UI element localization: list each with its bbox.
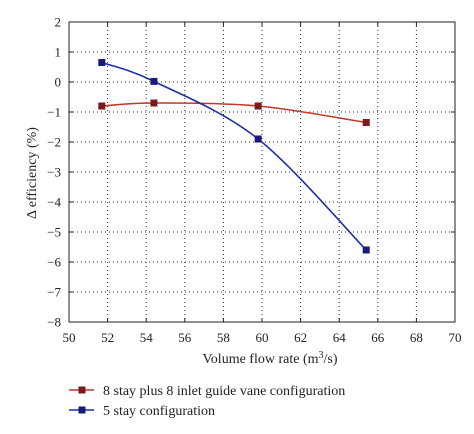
y-tick-label: −1 xyxy=(47,105,61,120)
data-point-series-0 xyxy=(362,119,370,126)
legend-item-5-stay: 5 stay configuration xyxy=(69,404,215,419)
legend-marker-5-stay xyxy=(78,406,86,414)
y-tick-label: 2 xyxy=(55,15,62,30)
x-tick-label: 60 xyxy=(256,330,269,345)
data-point-series-1 xyxy=(98,59,106,66)
legend-marker-8-stay xyxy=(78,386,86,394)
data-point-series-1 xyxy=(254,135,262,143)
y-tick-label: −4 xyxy=(47,195,61,210)
x-axis-label-suffix: /s) xyxy=(324,352,338,367)
series-line-1 xyxy=(101,61,367,251)
x-tick-label: 56 xyxy=(178,330,192,345)
y-tick-label: −8 xyxy=(47,315,61,330)
x-tick-label: 68 xyxy=(410,330,423,345)
y-tick-label: −2 xyxy=(47,135,61,150)
y-tick-label: 1 xyxy=(55,45,62,60)
legend-label-8-stay: 8 stay plus 8 inlet guide vane configura… xyxy=(103,384,345,399)
legend-item-8-stay: 8 stay plus 8 inlet guide vane configura… xyxy=(69,384,345,399)
x-axis-label: Volume flow rate (m3/s) xyxy=(203,350,338,367)
x-axis-label-superscript: 3 xyxy=(319,350,324,361)
x-tick-label: 58 xyxy=(217,330,230,345)
data-point-series-1 xyxy=(362,246,370,254)
legend: 8 stay plus 8 inlet guide vane configura… xyxy=(69,384,345,419)
legend-label-5-stay: 5 stay configuration xyxy=(103,404,215,419)
x-axis-label-main: Volume flow rate (m xyxy=(203,352,319,367)
y-tick-label: −5 xyxy=(47,225,61,240)
y-tick-label: −6 xyxy=(47,255,61,270)
grid xyxy=(69,22,455,322)
series-group xyxy=(98,59,370,254)
data-point-series-1 xyxy=(150,77,158,85)
data-point-series-0 xyxy=(254,102,262,110)
y-tick-label: 0 xyxy=(55,75,62,90)
x-tick-label: 52 xyxy=(101,330,114,345)
x-tick-label: 54 xyxy=(140,330,154,345)
x-tick-label: 66 xyxy=(371,330,385,345)
data-point-series-0 xyxy=(150,99,158,107)
data-point-series-0 xyxy=(98,102,106,110)
series-line-0 xyxy=(101,102,367,124)
axis-ticks: 50 52 54 56 58 60 62 64 66 68 70 2 1 0 −1 −2 −3 −4 −5 −6 −7 −… xyxy=(47,15,461,346)
x-tick-label: 62 xyxy=(294,330,307,345)
y-axis-label: Δ efficiency (%) xyxy=(25,127,40,219)
y-tick-label: −3 xyxy=(47,165,61,180)
x-tick-label: 50 xyxy=(63,330,76,345)
x-tick-label: 64 xyxy=(333,330,347,345)
x-tick-label: 70 xyxy=(449,330,462,345)
y-tick-label: −7 xyxy=(47,285,61,300)
